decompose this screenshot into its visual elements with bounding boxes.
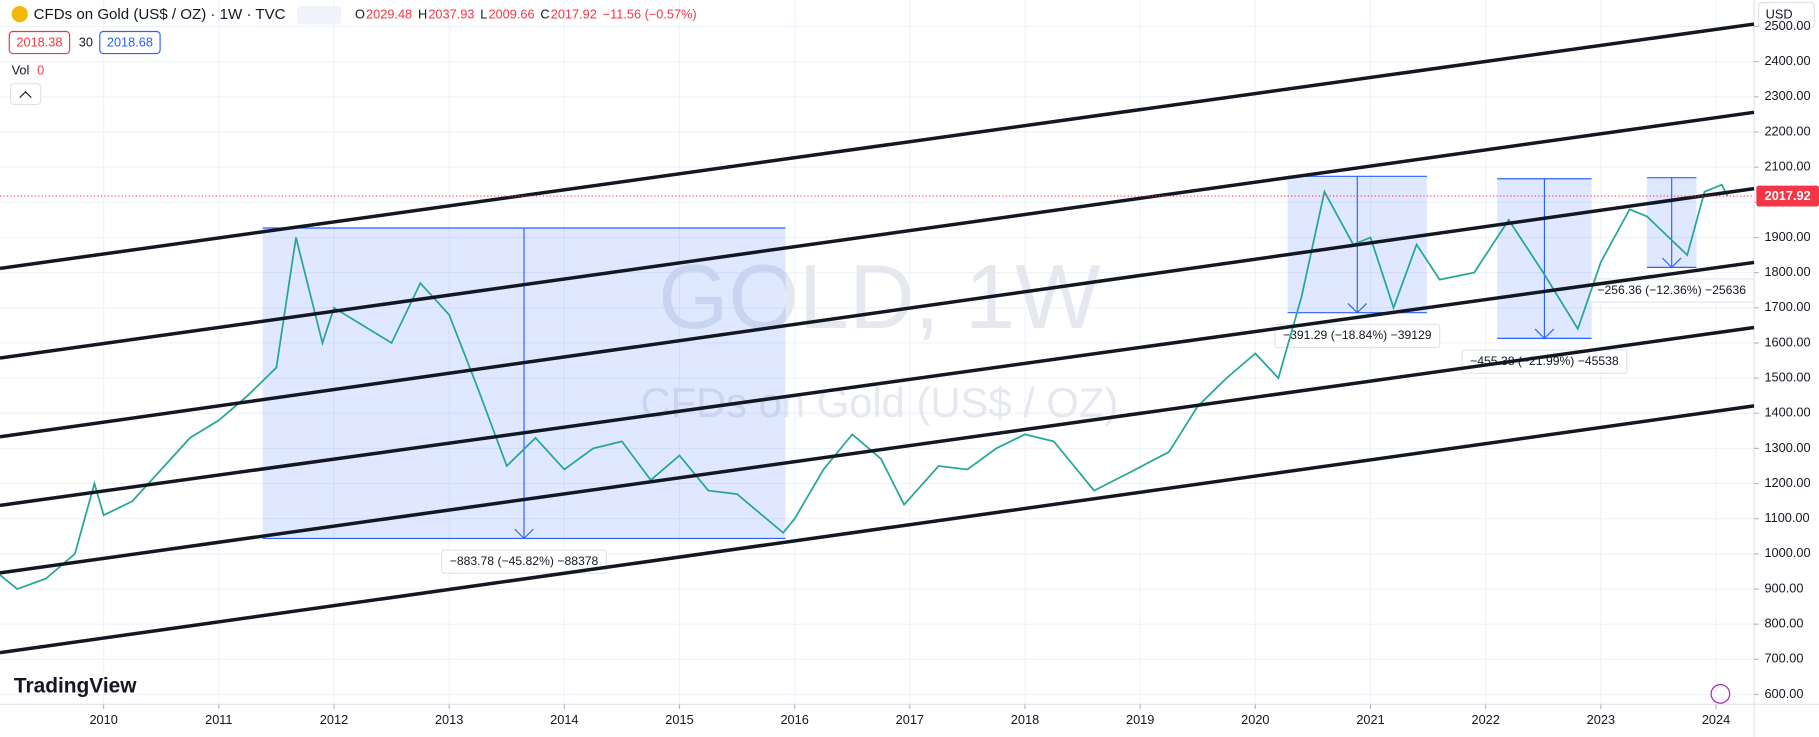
- y-tick-label: 2400.00: [1764, 53, 1810, 68]
- x-tick-label: 2015: [665, 712, 693, 727]
- bid-box[interactable]: [8, 30, 71, 55]
- ohlc-value: 2009.66: [488, 7, 534, 22]
- measure-label-text: −256.36 (−12.36%) −25636: [1597, 283, 1746, 297]
- measure-label: −391.29 (−18.84%) −39129: [1274, 323, 1441, 349]
- y-tick-label: 1000.00: [1764, 545, 1810, 560]
- y-tick-label: 1700.00: [1764, 299, 1810, 314]
- vol-label: Vol: [12, 62, 30, 77]
- ask: 2018.68: [107, 34, 153, 49]
- y-tick-label: 2100.00: [1764, 159, 1810, 174]
- x-tick-label: 2020: [1241, 712, 1269, 727]
- ohlc-key: C: [540, 7, 549, 22]
- watermark-title: GOLD, 1W: [658, 247, 1101, 348]
- x-tick-label: 2016: [780, 712, 808, 727]
- lightning-button[interactable]: [1710, 684, 1731, 704]
- watermark: GOLD, 1W CFDs on Gold (US$ / OZ): [640, 247, 1118, 426]
- x-tick-label: 2017: [896, 712, 924, 727]
- grid: [0, 0, 1755, 705]
- y-tick-label: 2300.00: [1764, 88, 1810, 103]
- measure: −883.78 (−45.82%) −88378: [262, 227, 786, 574]
- ohlc-value: 2029.48: [366, 7, 412, 22]
- y-tick-label: 1400.00: [1764, 405, 1810, 420]
- currency: USD: [1766, 7, 1793, 22]
- ohlc-key: O: [355, 7, 365, 22]
- ohlc-key: H: [418, 7, 427, 22]
- last-price-tag: [1756, 185, 1819, 207]
- ohlc-key: L: [480, 7, 487, 22]
- y-tick-label: 700.00: [1764, 651, 1803, 666]
- x-tick-label: 2010: [89, 712, 117, 727]
- measure-label-bg: [1461, 349, 1628, 374]
- bid: 2018.38: [16, 34, 62, 49]
- x-tick-label: 2012: [320, 712, 348, 727]
- measure-label-bg: [1588, 278, 1755, 303]
- measure-label-bg: [1274, 323, 1441, 349]
- y-tick-label: 1900.00: [1764, 229, 1810, 244]
- trendline: [0, 22, 1755, 271]
- measure-label: −455.38 (−21.99%) −45538: [1461, 349, 1628, 374]
- collapse-icon: [19, 91, 32, 99]
- legend-header: CFDs on Gold (US$ / OZ) · 1W · TVC 2018.…: [8, 1, 1815, 704]
- measure: −455.38 (−21.99%) −45538: [1461, 178, 1628, 374]
- x-tick-label: 2014: [550, 712, 578, 727]
- y-tick-label: 1800.00: [1764, 264, 1810, 279]
- measure-arrowhead: [1662, 257, 1682, 269]
- ohlc-value: 2017.92: [551, 7, 597, 22]
- y-tick-label: 1100.00: [1764, 510, 1809, 525]
- price-line: [0, 183, 1729, 591]
- watermark-subtitle: CFDs on Gold (US$ / OZ): [640, 379, 1118, 426]
- trendline: [0, 404, 1755, 655]
- x-tick-label: 2022: [1472, 712, 1500, 727]
- symbol-title: CFDs on Gold (US$ / OZ) · 1W · TVC: [34, 6, 286, 23]
- measure-arrowhead: [1534, 328, 1555, 340]
- plot: −883.78 (−45.82%) −88378 −391.29 (−18.84%…: [0, 22, 1755, 655]
- brand: TradingView: [14, 674, 137, 697]
- measure-label-text: −455.38 (−21.99%) −45538: [1470, 354, 1619, 368]
- y-tick-label: 1600.00: [1764, 334, 1810, 349]
- x-tick-label: 2024: [1702, 712, 1730, 727]
- trendline: [0, 325, 1755, 575]
- measure-label-text: −883.78 (−45.82%) −88378: [450, 554, 599, 568]
- measure-label-bg: [441, 549, 608, 574]
- collapse-button[interactable]: [9, 83, 42, 106]
- y-tick-label: 2200.00: [1764, 123, 1810, 138]
- measure-label: −256.36 (−12.36%) −25636: [1588, 278, 1755, 303]
- ohlc-change: −11.56 (−0.57%): [603, 7, 697, 22]
- y-tick-label: 1500.00: [1764, 369, 1810, 384]
- measure-arrowhead: [514, 528, 534, 540]
- x-tick-label: 2013: [435, 712, 463, 727]
- badge: [296, 5, 342, 25]
- ask-box[interactable]: [99, 30, 161, 55]
- x-tick-label: 2021: [1356, 712, 1384, 727]
- measure-arrowhead: [1347, 303, 1367, 314]
- trendline: [0, 186, 1755, 439]
- y-tick-label: 1300.00: [1764, 440, 1810, 455]
- x-tick-label: 2023: [1587, 712, 1615, 727]
- spread: 30: [79, 34, 93, 49]
- x-tick-label: 2019: [1126, 712, 1154, 727]
- trendline: [0, 110, 1755, 360]
- vol-value: 0: [37, 62, 44, 77]
- currency-button[interactable]: [1758, 1, 1815, 29]
- y-tick-label: 900.00: [1764, 580, 1803, 595]
- last-price-label: 2017.92: [1765, 188, 1811, 203]
- x-tick-label: 2011: [205, 712, 232, 727]
- measure-label: −883.78 (−45.82%) −88378: [441, 549, 608, 574]
- ohlc-value: 2037.93: [428, 7, 474, 22]
- y-tick-label: 800.00: [1764, 616, 1803, 631]
- measure-label-text: −391.29 (−18.84%) −39129: [1283, 328, 1432, 342]
- y-tick-label: 1200.00: [1764, 475, 1810, 490]
- y-tick-label: 2500.00: [1764, 18, 1810, 33]
- y-tick-label: 600.00: [1764, 686, 1803, 701]
- trendline: [0, 260, 1755, 508]
- x-tick-label: 2018: [1011, 712, 1039, 727]
- symbol-icon: [11, 5, 28, 23]
